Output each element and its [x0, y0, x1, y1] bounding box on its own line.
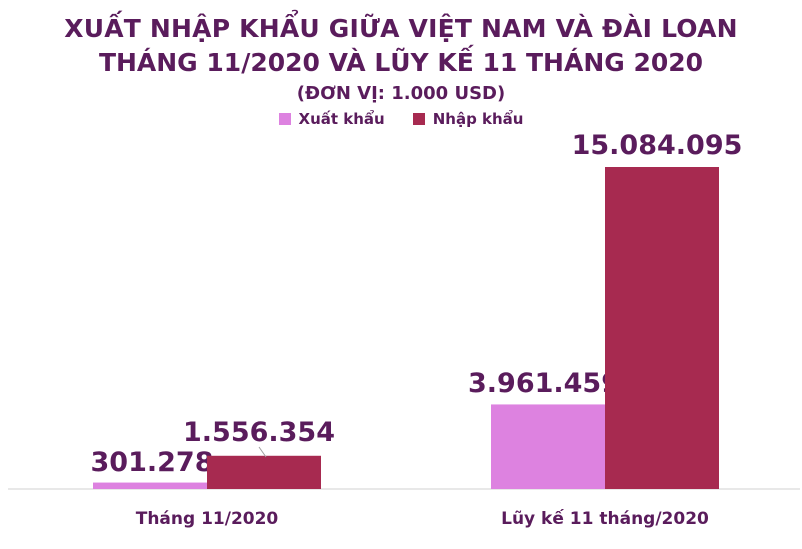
- legend-label-export: Xuất khẩu: [298, 110, 385, 128]
- legend-swatch-export: [278, 113, 291, 125]
- legend-item-import: Nhập khẩu: [412, 110, 524, 128]
- chart-title-line2: THÁNG 11/2020 VÀ LŨY KẾ 11 THÁNG 2020: [98, 48, 704, 77]
- legend-label-import: Nhập khẩu: [432, 110, 524, 128]
- legend-swatch-import: [412, 113, 425, 125]
- data-label-export-1: 3.961.459: [468, 368, 620, 399]
- chart-title-line1: XUẤT NHẬP KHẨU GIỮA VIỆT NAM VÀ ĐÀI LOAN: [64, 14, 738, 43]
- label-leader-line: [258, 446, 267, 458]
- data-label-export-0: 301.278: [91, 447, 214, 478]
- legend-item-export: Xuất khẩu: [278, 110, 385, 128]
- bar-export-0: [93, 482, 207, 489]
- chart-subtitle: (ĐƠN VỊ: 1.000 USD): [296, 83, 506, 104]
- bar-import-0: [207, 455, 321, 489]
- bar-export-1: [491, 404, 605, 489]
- x-tick-label-1: Lũy kế 11 tháng/2020: [501, 508, 709, 529]
- chart-legend: Xuất khẩu Nhập khẩu: [0, 110, 802, 128]
- bar-import-1: [605, 167, 719, 489]
- data-label-import-1: 15.084.095: [572, 130, 743, 161]
- data-label-import-0: 1.556.354: [183, 417, 335, 448]
- x-tick-label-0: Tháng 11/2020: [136, 509, 279, 529]
